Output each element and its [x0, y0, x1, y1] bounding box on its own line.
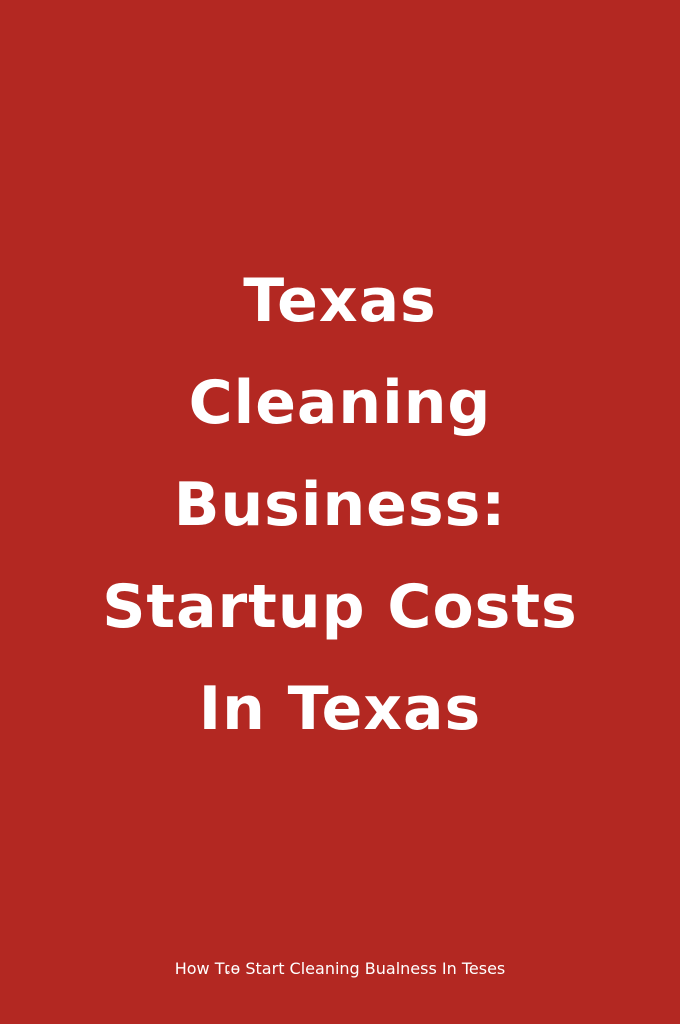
- title-line-1: Texas: [243, 266, 437, 336]
- page-title: Texas Cleaning Business: Startup Costs I…: [0, 250, 680, 760]
- title-line-2: Cleaning: [188, 368, 492, 438]
- title-line-5: In Texas: [198, 674, 482, 744]
- title-line-4: Startup Costs: [102, 572, 578, 642]
- footer-caption: How Tເɵ Start Cleaning Bualness In Teses: [174, 959, 506, 978]
- title-line-3: Business:: [173, 470, 507, 540]
